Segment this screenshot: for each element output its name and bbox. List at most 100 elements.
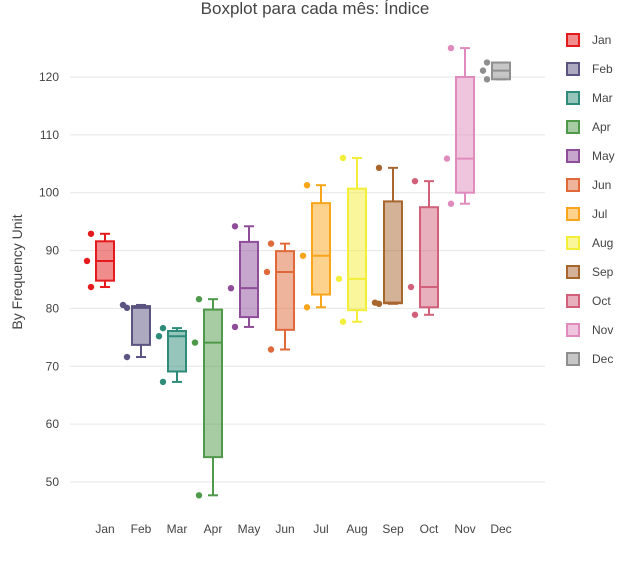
y-tick-labels: 50 60 70 80 90 100 110 120 [39, 70, 59, 489]
legend-item-aug[interactable]: Aug [566, 236, 613, 250]
box-iqr [347, 187, 367, 312]
data-point [231, 223, 239, 230]
box-oct[interactable] [407, 177, 439, 318]
data-point [303, 304, 311, 311]
data-point [267, 240, 275, 247]
legend-label: Feb [592, 62, 613, 76]
legend-item-dec[interactable]: Dec [566, 352, 613, 366]
legend-item-may[interactable]: May [566, 149, 615, 163]
legend-label: Dec [592, 352, 613, 366]
data-point [83, 257, 91, 265]
y-axis-label: By Frequency Unit [9, 214, 25, 329]
data-point [119, 301, 127, 309]
y-tick-label: 70 [46, 359, 60, 373]
data-point [195, 492, 203, 499]
box-dec[interactable] [479, 59, 511, 83]
box-aug[interactable] [335, 154, 367, 325]
legend-label: Apr [592, 120, 611, 134]
legend-item-feb[interactable]: Feb [566, 62, 613, 76]
y-tick-label: 90 [46, 244, 60, 258]
box-iqr [311, 202, 331, 296]
data-point [407, 283, 415, 291]
data-point [155, 333, 163, 340]
data-point [339, 154, 347, 162]
data-point [227, 284, 235, 292]
legend-label: Oct [592, 294, 611, 308]
x-tick-label: Jun [275, 522, 294, 536]
x-tick-label: Sep [382, 522, 404, 536]
legend-swatch [566, 265, 580, 279]
box-iqr [419, 206, 439, 309]
legend-label: May [592, 149, 615, 163]
legend-label: Jul [592, 207, 607, 221]
y-tick-label: 120 [39, 70, 59, 84]
data-point [447, 44, 455, 52]
x-tick-label: Dec [490, 522, 511, 536]
x-tick-label: Oct [420, 522, 439, 536]
x-tick-label: Aug [346, 522, 367, 536]
x-tick-label: May [238, 522, 261, 536]
data-point [303, 181, 311, 189]
data-point [159, 378, 167, 386]
data-point [483, 59, 491, 66]
box-iqr [275, 250, 295, 331]
box-feb[interactable] [119, 301, 151, 361]
data-point [87, 230, 95, 237]
box-iqr [455, 76, 475, 194]
legend-swatch [566, 33, 580, 47]
box-apr[interactable] [191, 295, 223, 499]
box-iqr [131, 305, 151, 346]
legend-label: Nov [592, 323, 613, 337]
data-point [263, 268, 271, 276]
box-nov[interactable] [443, 44, 475, 207]
legend-swatch [566, 149, 580, 163]
box-jul[interactable] [299, 181, 331, 311]
box-mar[interactable] [155, 324, 187, 386]
legend-item-jan[interactable]: Jan [566, 33, 611, 47]
box-iqr [167, 329, 187, 373]
data-point [267, 346, 275, 353]
box-sep[interactable] [371, 164, 403, 307]
boxes-layer [83, 44, 511, 499]
legend-swatch [566, 207, 580, 221]
legend-item-apr[interactable]: Apr [566, 120, 611, 134]
data-point [299, 252, 307, 259]
y-tick-label: 80 [46, 301, 60, 315]
legend-item-jul[interactable]: Jul [566, 207, 607, 221]
data-point [87, 283, 95, 291]
x-tick-label: Mar [167, 522, 188, 536]
data-point [375, 300, 383, 307]
y-tick-label: 60 [46, 417, 60, 431]
legend-item-sep[interactable]: Sep [566, 265, 614, 279]
data-point [159, 324, 167, 332]
legend-swatch [566, 120, 580, 134]
legend-label: Jun [592, 178, 611, 192]
data-point [411, 177, 419, 185]
legend-swatch [566, 91, 580, 105]
x-tick-label: Feb [131, 522, 152, 536]
legend-item-jun[interactable]: Jun [566, 178, 611, 192]
box-jan[interactable] [83, 230, 115, 291]
legend-swatch [566, 323, 580, 337]
data-point [195, 295, 203, 303]
data-point [375, 164, 383, 172]
legend-swatch [566, 178, 580, 192]
data-point [483, 76, 491, 83]
legend-item-oct[interactable]: Oct [566, 294, 611, 308]
box-iqr [383, 200, 403, 305]
x-tick-label: Nov [454, 522, 475, 536]
data-point [447, 200, 455, 207]
x-tick-labels: Jan Feb Mar Apr May Jun Jul Aug Sep Oct Nov Dec [95, 522, 511, 536]
legend[interactable]: Jan Feb Mar Apr May Jun Jul Aug Sep Oct Nov Dec [566, 33, 615, 366]
box-jun[interactable] [263, 240, 295, 353]
box-may[interactable] [227, 223, 259, 331]
legend-item-mar[interactable]: Mar [566, 91, 613, 105]
y-tick-label: 100 [39, 186, 59, 200]
box-iqr [239, 240, 259, 319]
data-point [479, 67, 487, 74]
legend-item-nov[interactable]: Nov [566, 323, 613, 337]
legend-label: Aug [592, 236, 613, 250]
data-point [335, 275, 343, 283]
data-point [191, 339, 199, 346]
